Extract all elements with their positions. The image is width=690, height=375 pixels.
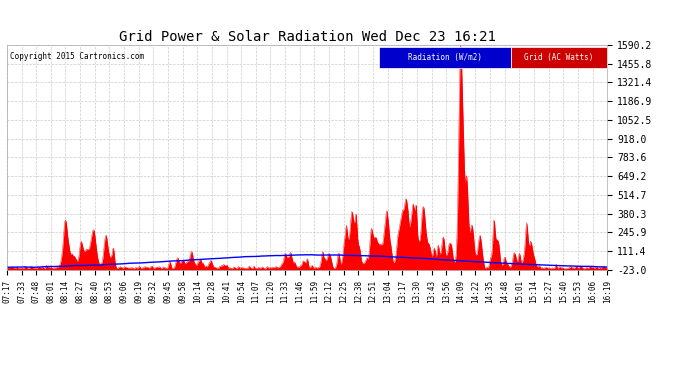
Title: Grid Power & Solar Radiation Wed Dec 23 16:21: Grid Power & Solar Radiation Wed Dec 23 … [119,30,495,44]
Text: Grid (AC Watts): Grid (AC Watts) [524,53,594,62]
Text: Copyright 2015 Cartronics.com: Copyright 2015 Cartronics.com [10,52,144,61]
FancyBboxPatch shape [511,47,607,68]
Text: Radiation (W/m2): Radiation (W/m2) [408,53,482,62]
FancyBboxPatch shape [379,47,511,68]
